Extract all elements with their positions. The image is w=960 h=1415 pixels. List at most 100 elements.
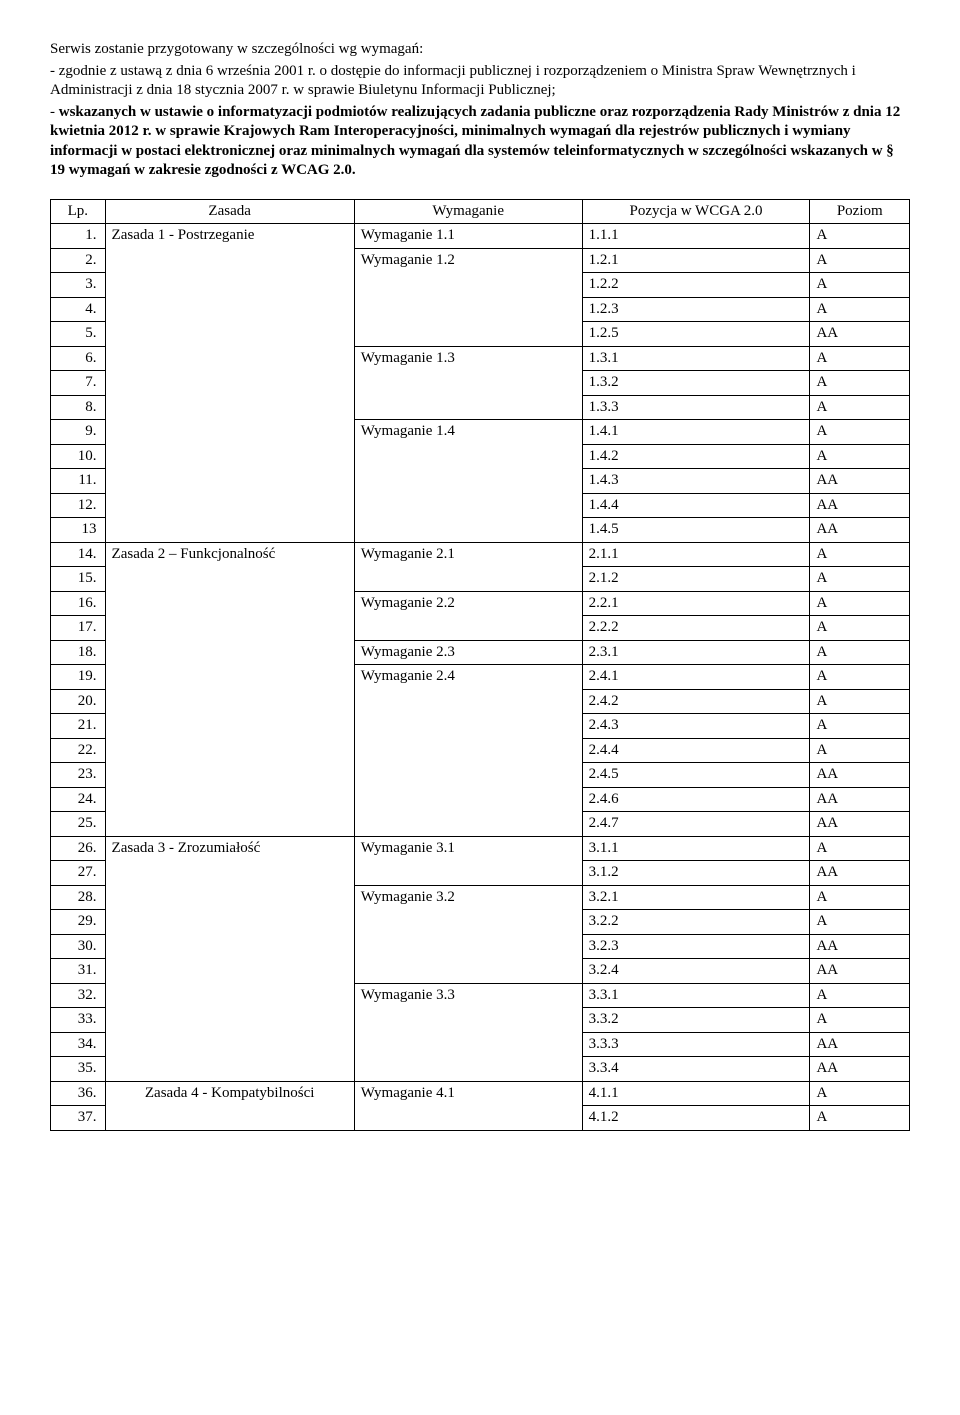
cell-poziom: A (810, 297, 910, 322)
cell-pozycja: 2.4.7 (582, 812, 810, 837)
cell-pozycja: 2.4.2 (582, 689, 810, 714)
cell-wymaganie: Wymaganie 2.1 (354, 542, 582, 591)
cell-poziom: A (810, 738, 910, 763)
cell-lp: 12. (51, 493, 106, 518)
cell-wymaganie: Wymaganie 3.2 (354, 885, 582, 983)
cell-wymaganie: Wymaganie 2.3 (354, 640, 582, 665)
cell-zasada: Zasada 3 - Zrozumiałość (105, 836, 354, 1081)
cell-pozycja: 1.4.3 (582, 469, 810, 494)
cell-wymaganie: Wymaganie 3.1 (354, 836, 582, 885)
cell-pozycja: 1.4.2 (582, 444, 810, 469)
cell-lp: 19. (51, 665, 106, 690)
intro-block: Serwis zostanie przygotowany w szczególn… (50, 40, 910, 181)
cell-pozycja: 1.2.1 (582, 248, 810, 273)
cell-poziom: A (810, 395, 910, 420)
intro-bullet-2-bold: wskazanych w ustawie o informatyzacji po… (50, 104, 900, 179)
cell-poziom: A (810, 1008, 910, 1033)
cell-pozycja: 3.1.1 (582, 836, 810, 861)
table-row: 1.Zasada 1 - PostrzeganieWymaganie 1.11.… (51, 224, 910, 249)
cell-poziom: A (810, 371, 910, 396)
cell-pozycja: 2.2.1 (582, 591, 810, 616)
intro-bullet-2: - wskazanych w ustawie o informatyzacji … (50, 103, 910, 181)
cell-wymaganie: Wymaganie 4.1 (354, 1081, 582, 1130)
cell-lp: 22. (51, 738, 106, 763)
cell-poziom: AA (810, 763, 910, 788)
cell-lp: 6. (51, 346, 106, 371)
cell-poziom: AA (810, 493, 910, 518)
cell-pozycja: 1.2.5 (582, 322, 810, 347)
cell-pozycja: 3.2.1 (582, 885, 810, 910)
cell-poziom: AA (810, 1057, 910, 1082)
cell-lp: 10. (51, 444, 106, 469)
cell-poziom: A (810, 567, 910, 592)
intro-bullet-1: zgodnie z ustawą z dnia 6 września 2001 … (50, 62, 910, 101)
cell-pozycja: 1.3.1 (582, 346, 810, 371)
cell-poziom: AA (810, 787, 910, 812)
cell-pozycja: 3.2.3 (582, 934, 810, 959)
table-row: 14.Zasada 2 – FunkcjonalnośćWymaganie 2.… (51, 542, 910, 567)
th-pozycja: Pozycja w WCGA 2.0 (582, 199, 810, 224)
cell-lp: 20. (51, 689, 106, 714)
cell-poziom: AA (810, 861, 910, 886)
cell-poziom: A (810, 836, 910, 861)
cell-pozycja: 1.1.1 (582, 224, 810, 249)
cell-wymaganie: Wymaganie 2.4 (354, 665, 582, 837)
cell-poziom: A (810, 224, 910, 249)
cell-pozycja: 2.4.5 (582, 763, 810, 788)
cell-poziom: A (810, 591, 910, 616)
cell-pozycja: 2.1.1 (582, 542, 810, 567)
cell-poziom: A (810, 1106, 910, 1131)
cell-poziom: A (810, 983, 910, 1008)
cell-lp: 25. (51, 812, 106, 837)
cell-pozycja: 2.3.1 (582, 640, 810, 665)
cell-poziom: AA (810, 934, 910, 959)
cell-zasada: Zasada 4 - Kompatybilności (105, 1081, 354, 1130)
cell-lp: 33. (51, 1008, 106, 1033)
cell-lp: 36. (51, 1081, 106, 1106)
th-zasada: Zasada (105, 199, 354, 224)
cell-lp: 18. (51, 640, 106, 665)
th-poziom: Poziom (810, 199, 910, 224)
cell-lp: 5. (51, 322, 106, 347)
cell-poziom: A (810, 1081, 910, 1106)
cell-lp: 3. (51, 273, 106, 298)
cell-poziom: A (810, 640, 910, 665)
cell-lp: 2. (51, 248, 106, 273)
cell-pozycja: 2.4.1 (582, 665, 810, 690)
cell-lp: 13 (51, 518, 106, 543)
cell-pozycja: 1.2.3 (582, 297, 810, 322)
th-lp: Lp. (51, 199, 106, 224)
cell-wymaganie: Wymaganie 1.4 (354, 420, 582, 543)
cell-lp: 24. (51, 787, 106, 812)
th-wymaganie: Wymaganie (354, 199, 582, 224)
cell-wymaganie: Wymaganie 1.3 (354, 346, 582, 420)
cell-pozycja: 1.4.5 (582, 518, 810, 543)
cell-lp: 29. (51, 910, 106, 935)
cell-poziom: AA (810, 1032, 910, 1057)
cell-poziom: A (810, 885, 910, 910)
cell-lp: 34. (51, 1032, 106, 1057)
cell-poziom: A (810, 616, 910, 641)
cell-poziom: A (810, 248, 910, 273)
cell-poziom: A (810, 910, 910, 935)
cell-lp: 28. (51, 885, 106, 910)
cell-lp: 16. (51, 591, 106, 616)
cell-poziom: AA (810, 959, 910, 984)
cell-pozycja: 3.3.1 (582, 983, 810, 1008)
cell-pozycja: 3.3.2 (582, 1008, 810, 1033)
cell-lp: 37. (51, 1106, 106, 1131)
cell-pozycja: 2.4.6 (582, 787, 810, 812)
table-row: 36.Zasada 4 - KompatybilnościWymaganie 4… (51, 1081, 910, 1106)
cell-poziom: A (810, 714, 910, 739)
cell-poziom: A (810, 346, 910, 371)
cell-lp: 30. (51, 934, 106, 959)
cell-wymaganie: Wymaganie 3.3 (354, 983, 582, 1081)
cell-lp: 4. (51, 297, 106, 322)
cell-wymaganie: Wymaganie 2.2 (354, 591, 582, 640)
table-body: 1.Zasada 1 - PostrzeganieWymaganie 1.11.… (51, 224, 910, 1131)
cell-lp: 26. (51, 836, 106, 861)
cell-lp: 31. (51, 959, 106, 984)
cell-lp: 15. (51, 567, 106, 592)
cell-pozycja: 1.3.2 (582, 371, 810, 396)
wcag-table: Lp. Zasada Wymaganie Pozycja w WCGA 2.0 … (50, 199, 910, 1131)
